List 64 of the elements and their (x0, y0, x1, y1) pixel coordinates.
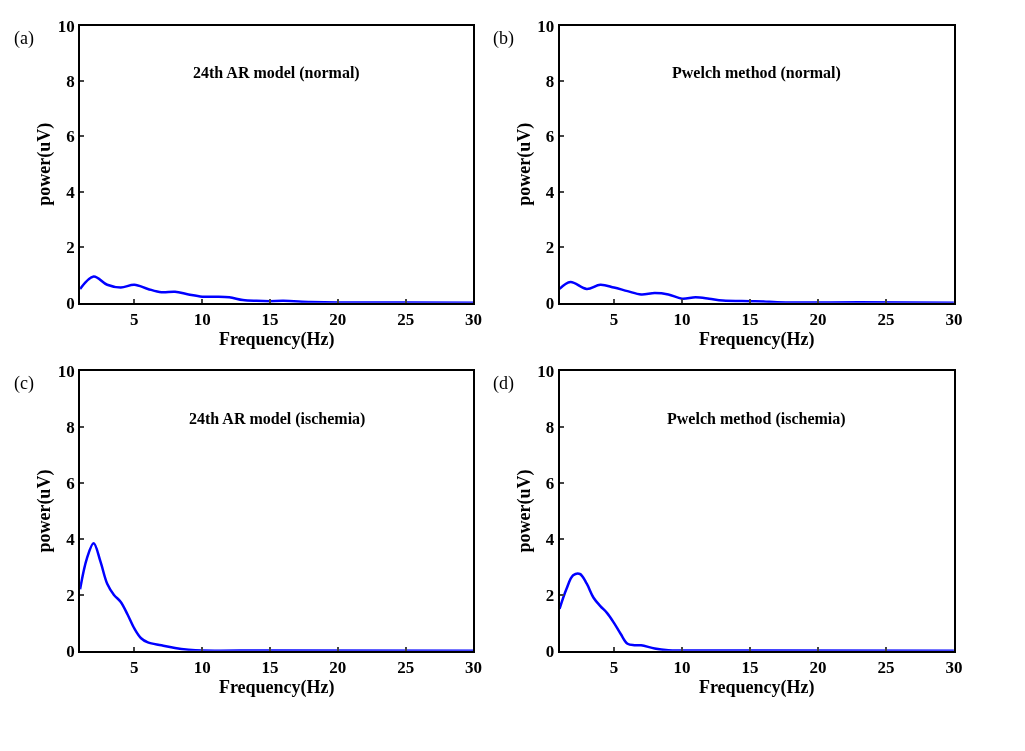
x-axis-title: Frequency(Hz) (218, 677, 335, 699)
x-axis-title: Frequency(Hz) (698, 329, 815, 351)
x-tick-label: 5 (609, 310, 619, 330)
y-tick-label: 6 (545, 474, 555, 494)
x-tick-label: 5 (609, 658, 619, 678)
y-tick-label: 8 (66, 418, 75, 438)
annotation: Pwelch method (normal) (672, 64, 841, 82)
y-tick-label: 6 (545, 127, 555, 147)
y-tick-label: 0 (66, 293, 75, 313)
x-tick-label: 15 (261, 658, 279, 678)
y-tick-label: 4 (545, 529, 555, 549)
chart-title: (b) (493, 28, 514, 49)
y-axis-title: power(uV) (513, 122, 535, 206)
x-tick-label: 25 (877, 658, 895, 678)
y-tick-label: 0 (545, 293, 555, 313)
annotation: 24th AR model (ischemia) (189, 410, 366, 428)
chart-title: (d) (493, 373, 514, 394)
y-tick-label: 6 (66, 127, 75, 147)
x-tick-label: 20 (809, 658, 827, 678)
x-tick-label: 25 (877, 310, 895, 330)
y-tick-label: 4 (66, 182, 76, 202)
x-axis-title: Frequency(Hz) (698, 677, 815, 699)
x-tick-label: 30 (464, 658, 482, 678)
y-tick-label: 4 (66, 529, 76, 549)
x-tick-label: 5 (130, 658, 139, 678)
x-tick-label: 10 (193, 310, 211, 330)
annotation: Pwelch method (ischemia) (667, 410, 846, 428)
x-axis-title: Frequency(Hz) (218, 329, 335, 351)
x-tick-label: 30 (945, 310, 963, 330)
y-tick-label: 8 (545, 418, 555, 438)
y-tick-label: 10 (57, 16, 75, 36)
y-tick-label: 0 (545, 641, 555, 661)
y-tick-label: 8 (545, 71, 555, 91)
y-tick-label: 10 (57, 362, 75, 382)
x-tick-label: 15 (741, 310, 759, 330)
x-tick-label: 5 (130, 310, 139, 330)
x-tick-label: 20 (809, 310, 827, 330)
x-tick-label: 30 (464, 310, 482, 330)
x-tick-label: 15 (261, 310, 279, 330)
x-tick-label: 10 (673, 658, 691, 678)
chart-title: (a) (14, 28, 34, 49)
annotation: 24th AR model (normal) (193, 64, 360, 82)
x-tick-label: 30 (945, 658, 963, 678)
y-tick-label: 2 (545, 585, 555, 605)
y-axis-title: power(uV) (34, 469, 56, 553)
x-tick-label: 25 (397, 310, 415, 330)
y-axis-title: power(uV) (513, 469, 535, 553)
y-tick-label: 2 (66, 585, 75, 605)
x-tick-label: 15 (741, 658, 759, 678)
chart-title: (c) (14, 373, 34, 394)
y-tick-label: 2 (66, 238, 75, 258)
x-tick-label: 20 (329, 310, 347, 330)
x-tick-label: 25 (397, 658, 415, 678)
x-tick-label: 20 (329, 658, 347, 678)
y-tick-label: 6 (66, 474, 75, 494)
x-tick-label: 10 (673, 310, 691, 330)
y-tick-label: 8 (66, 71, 75, 91)
y-tick-label: 4 (545, 182, 555, 202)
y-tick-label: 2 (545, 238, 555, 258)
y-tick-label: 10 (537, 16, 555, 36)
y-tick-label: 10 (537, 362, 555, 382)
y-tick-label: 0 (66, 641, 75, 661)
x-tick-label: 10 (193, 658, 211, 678)
y-axis-title: power(uV) (34, 122, 56, 206)
